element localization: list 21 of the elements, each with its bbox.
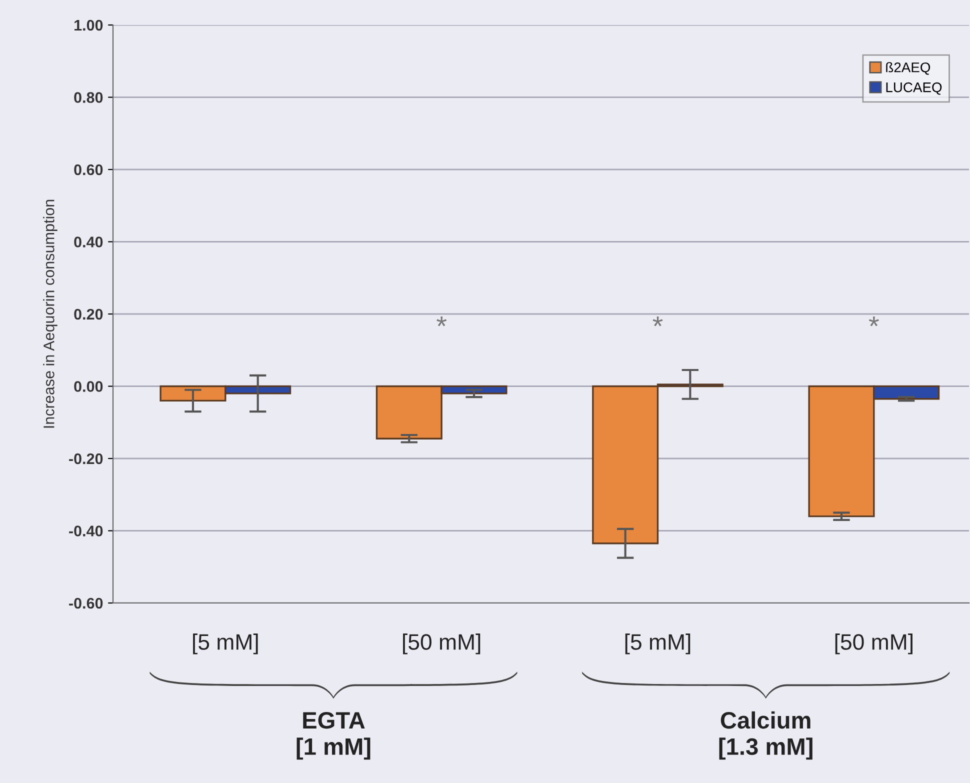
annotation: *: [868, 316, 879, 326]
y-tick-label: 1.00: [74, 20, 103, 31]
x-tick-label: [5 mM]: [193, 634, 258, 654]
annotation: *: [652, 316, 663, 326]
y-axis-title: Increase in Aequorin consumption: [43, 200, 58, 428]
legend-label: ß2AEQ: [886, 62, 930, 75]
x-tick-label: [5 mM]: [625, 634, 690, 654]
text: EGTA [1 mM]: [296, 712, 370, 760]
y-tick-label: -0.60: [69, 598, 103, 609]
annotation: *: [436, 316, 447, 326]
text: Calcium [1.3 mM]: [719, 711, 812, 760]
y-tick-label: -0.20: [69, 453, 103, 464]
y-tick-label: 0.80: [74, 92, 103, 103]
x-tick-label: [50 mM]: [835, 634, 912, 654]
y-tick-label: 0.00: [74, 381, 103, 392]
y-tick-label: -0.40: [69, 526, 103, 536]
x-tick-label: [50 mM]: [403, 634, 480, 654]
y-tick-label: 0.20: [74, 308, 103, 320]
legend-label: LUCAEQ: [886, 82, 942, 95]
y-tick-label: 0.40: [74, 236, 103, 248]
y-tick-label: 0.60: [74, 164, 103, 176]
